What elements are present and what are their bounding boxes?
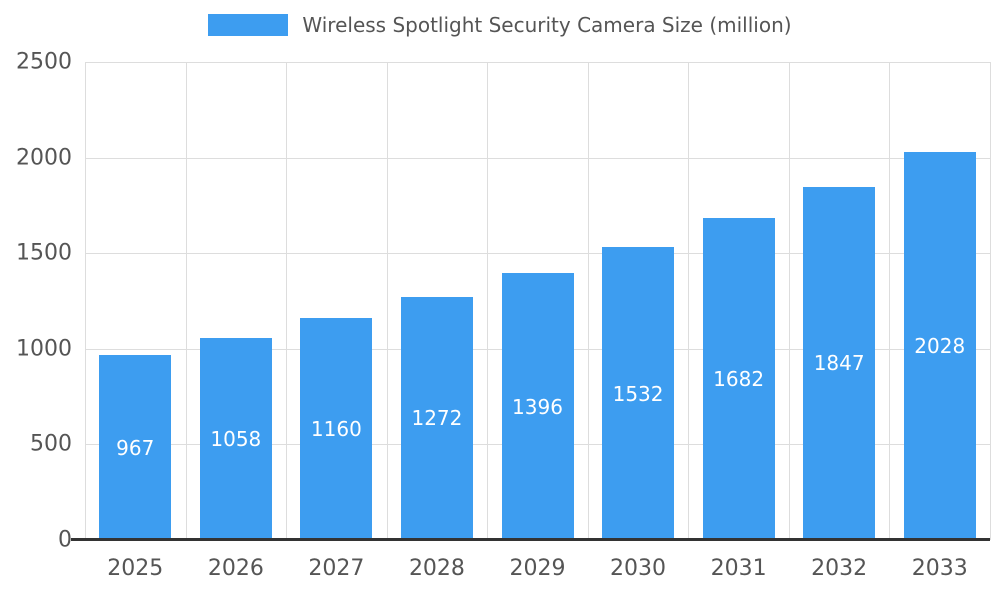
y-tick-label: 2000 [16,145,72,171]
gridline-horizontal [85,157,990,159]
bar-2029: 1396 [501,273,574,540]
bar-value-label: 2028 [914,334,966,359]
bar-2032: 1847 [803,186,876,540]
bar-2030: 1532 [602,247,675,540]
gridline-vertical [889,62,891,540]
x-axis-line [71,538,990,541]
bar-2026: 1058 [199,337,272,540]
gridline-vertical [990,62,991,540]
x-tick-label: 2028 [408,556,465,581]
x-tick-label: 2027 [308,556,365,581]
bar-2028: 1272 [400,296,473,540]
gridline-vertical [688,62,690,540]
bar-value-label: 1532 [612,381,664,406]
x-tick-label: 2025 [107,556,164,581]
y-tick-label: 1000 [16,336,72,362]
bar-value-label: 1058 [210,426,262,451]
gridline-horizontal [85,253,990,255]
bar-value-label: 1272 [411,406,463,431]
x-tick-label: 2031 [710,556,767,581]
bar-value-label: 1160 [310,417,362,442]
y-tick-label: 2500 [16,49,72,75]
bar-value-label: 1396 [512,394,563,419]
x-tick-label: 2029 [509,556,566,581]
gridline-vertical [85,62,86,540]
bar-value-label: 967 [116,435,155,460]
bar-2031: 1682 [702,218,775,540]
bar-2027: 1160 [300,318,373,540]
bar-value-label: 1682 [713,367,765,392]
x-tick-label: 2026 [207,556,264,581]
y-tick-label: 500 [30,431,72,457]
bar-value-label: 1847 [813,351,865,376]
x-tick-label: 2030 [610,556,667,581]
x-tick-label: 2033 [911,556,968,581]
bar-2033: 2028 [903,152,976,540]
chart-title: Wireless Spotlight Security Camera Size … [302,13,792,37]
y-axis: 0 500 1000 1500 2000 2500 [0,50,72,553]
gridline-vertical [487,62,489,540]
x-axis: 2025 2026 2027 2028 2029 2030 2031 2032 2033 [85,552,990,586]
plot-area: 967 1058 1160 1272 1396 1532 1682 1847 2028 [71,62,991,541]
gridline-vertical [587,62,589,540]
x-tick-label: 2032 [811,556,868,581]
gridline-horizontal [85,62,990,63]
gridline-vertical [185,62,187,540]
gridline-vertical [788,62,790,540]
gridline-vertical [386,62,388,540]
y-tick-label: 1500 [16,240,72,266]
bar-2025: 967 [99,355,172,540]
gridline-vertical [286,62,288,540]
chart-legend: Wireless Spotlight Security Camera Size … [0,13,1000,37]
y-tick-label: 0 [58,527,72,553]
legend-swatch [208,14,289,36]
